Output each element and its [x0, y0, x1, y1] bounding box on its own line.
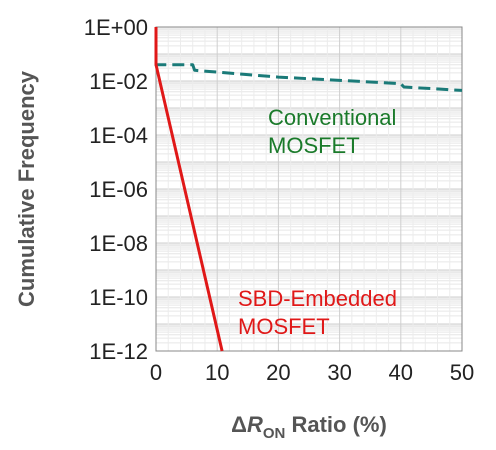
x-axis-label-suffix: Ratio (%)	[285, 412, 386, 437]
y-tick-label: 1E-12	[89, 339, 148, 364]
y-tick-label: 1E-04	[89, 123, 148, 148]
y-tick-label: 1E-08	[89, 231, 148, 256]
series-annotation-0: MOSFET	[268, 133, 360, 158]
x-tick-label: 20	[266, 360, 290, 385]
series-annotations: Conventional MOSFET SBD-Embedded MOSFET	[238, 105, 397, 339]
y-tick-label: 1E+00	[84, 15, 148, 40]
x-axis-label: ΔRON Ratio (%)	[231, 412, 387, 442]
y-tick-label: 1E-06	[89, 177, 148, 202]
x-tick-labels: 0 10 20 30 40 50	[150, 360, 474, 385]
x-tick-label: 30	[327, 360, 351, 385]
x-tick-label: 10	[205, 360, 229, 385]
y-tick-label: 1E-02	[89, 69, 148, 94]
x-tick-label: 50	[450, 360, 474, 385]
x-tick-label: 40	[389, 360, 413, 385]
series-annotation-1: SBD-Embedded	[238, 286, 397, 311]
series-annotation-1: MOSFET	[238, 314, 330, 339]
x-tick-label: 0	[150, 360, 162, 385]
series-annotation-0: Conventional	[268, 105, 396, 130]
y-tick-labels: 1E+00 1E-02 1E-04 1E-06 1E-08 1E-10 1E-12	[84, 15, 148, 364]
series-line-1	[154, 27, 224, 352]
series-lines	[154, 27, 463, 352]
y-tick-label: 1E-10	[89, 285, 148, 310]
series-line-0	[154, 27, 463, 92]
y-axis-label: Cumulative Frequency	[14, 70, 39, 307]
plot-frame	[155, 26, 463, 352]
x-axis-label-var: R	[247, 412, 263, 437]
x-axis-label-prefix: Δ	[231, 412, 247, 437]
x-axis-label-sub: ON	[263, 425, 286, 442]
